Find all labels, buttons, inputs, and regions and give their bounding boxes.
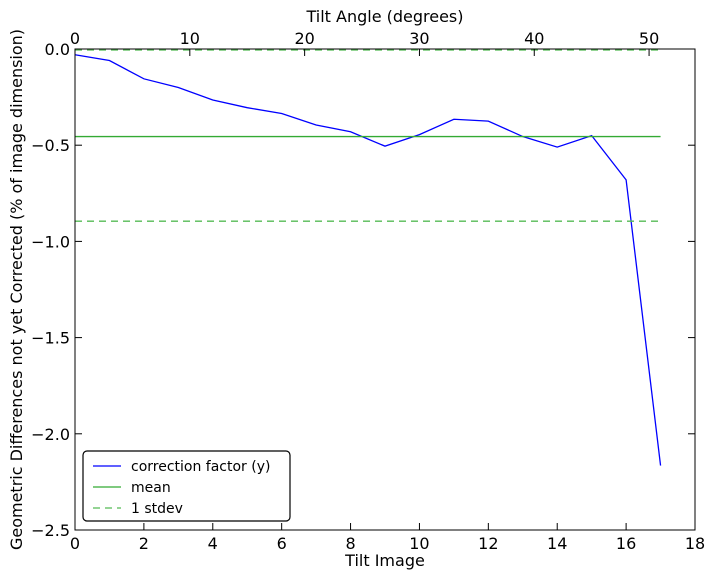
y-axis-title: Geometric Differences not yet Corrected … — [7, 29, 26, 550]
top-x-tick-label: 50 — [639, 29, 659, 48]
plot-background — [75, 49, 695, 530]
top-x-axis-title: Tilt Angle (degrees) — [305, 7, 463, 26]
y-tick-label: −1.5 — [31, 329, 70, 348]
x-tick-label: 4 — [208, 534, 218, 553]
x-tick-label: 6 — [277, 534, 287, 553]
top-x-tick-label: 10 — [180, 29, 200, 48]
plot-frame — [74, 48, 696, 531]
series-layer — [74, 49, 662, 466]
ticks-layer: 0 2 4 6 8 10 12 14 16 180.0−0.5−1.0−1.5−2.0−2.50 1… — [31, 29, 705, 553]
y-tick-label: −0.5 — [31, 136, 70, 155]
legend-label: 1 stdev — [131, 501, 183, 517]
x-tick-label: 16 — [616, 534, 636, 553]
x-tick-label: 10 — [409, 534, 429, 553]
y-tick-label: −1.0 — [31, 232, 70, 251]
legend-label: correction factor (y) — [131, 459, 270, 475]
y-tick-label: −2.0 — [31, 425, 70, 444]
x-tick-label: 18 — [685, 534, 705, 553]
legend: correction factor (y) mean 1 stdev — [82, 450, 291, 522]
x-axis-title: Tilt Image — [344, 551, 425, 570]
x-tick-label: 2 — [139, 534, 149, 553]
x-tick-label: 0 — [70, 534, 80, 553]
legend-box — [82, 450, 291, 522]
y-tick-label: −2.5 — [31, 521, 70, 540]
top-x-tick-label: 0 — [70, 29, 80, 48]
series-line-correction-factor-y — [74, 54, 662, 466]
y-tick-label: 0.0 — [45, 40, 70, 59]
top-x-tick-label: 20 — [294, 29, 314, 48]
x-tick-label: 14 — [547, 534, 567, 553]
plot-area — [74, 48, 696, 531]
top-x-tick-label: 40 — [524, 29, 544, 48]
x-tick-label: 8 — [345, 534, 355, 553]
top-x-tick-label: 30 — [409, 29, 429, 48]
legend-label: mean — [131, 480, 171, 496]
x-tick-label: 12 — [478, 534, 498, 553]
